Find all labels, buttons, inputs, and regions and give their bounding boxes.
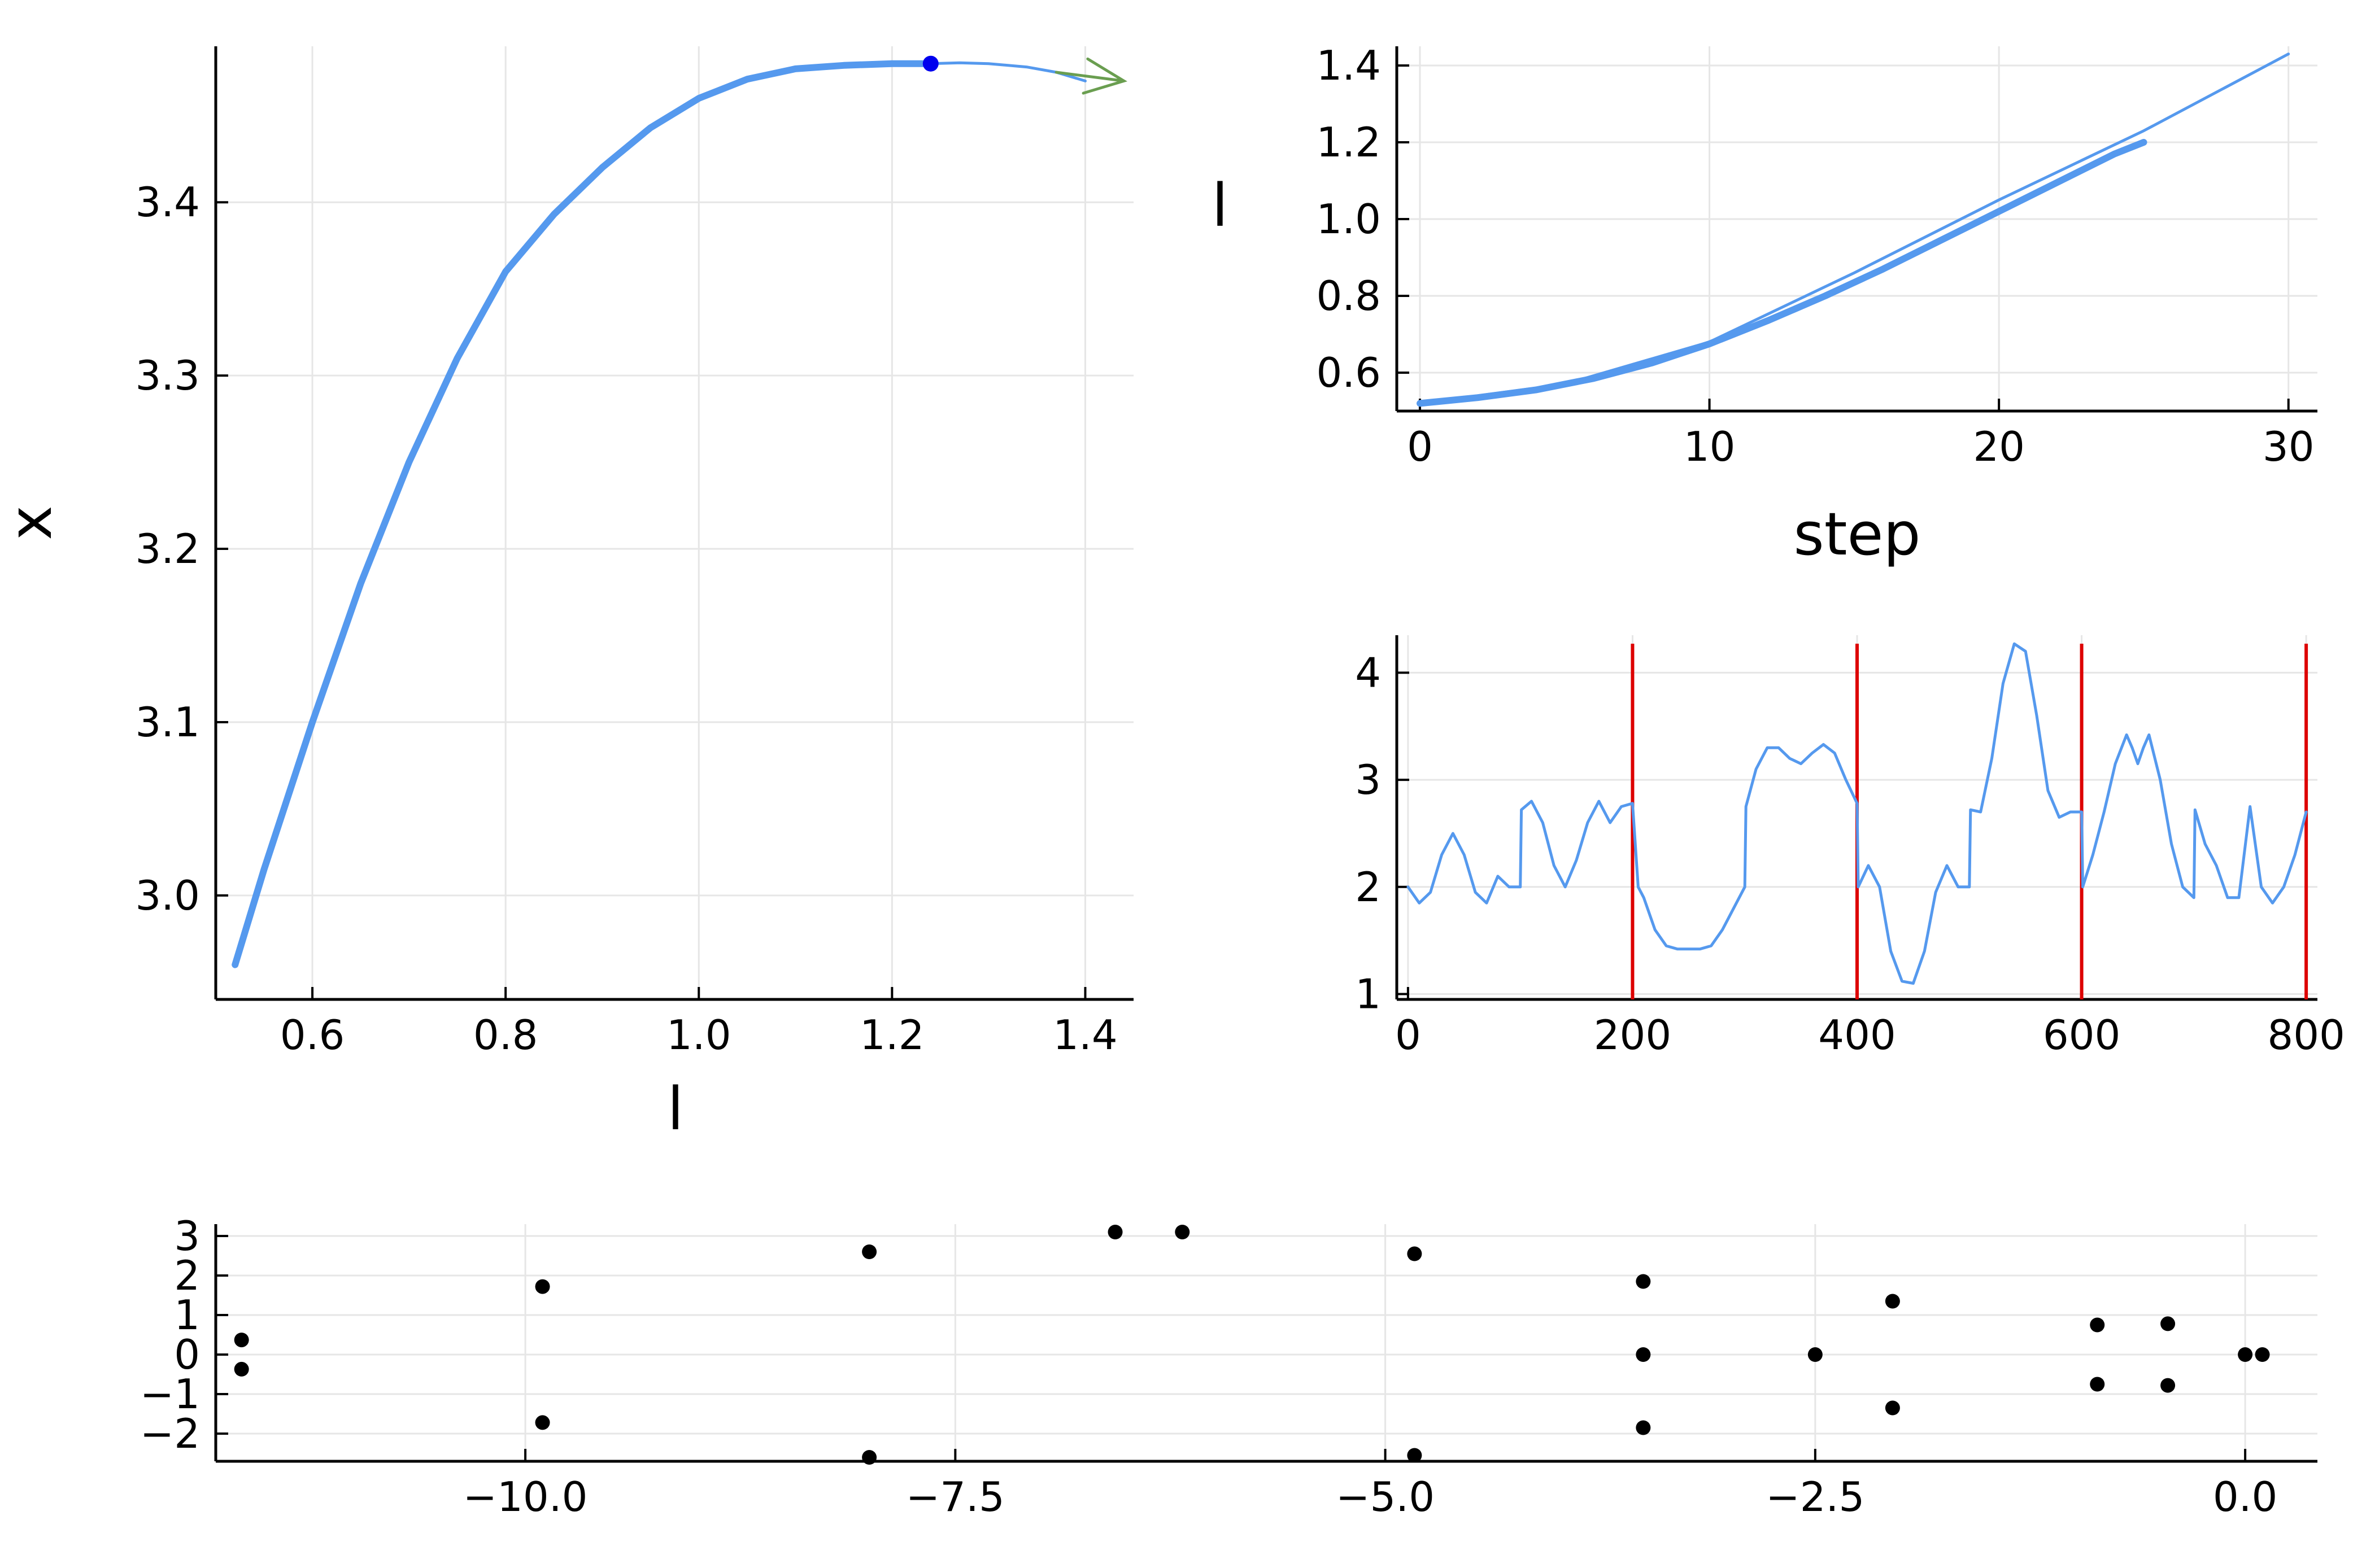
x-tick-label: 200 [1594,1011,1671,1059]
scatter-point [1108,1225,1123,1239]
y-tick-label: 0.6 [1316,349,1381,396]
y-tick-label: 3 [174,1212,200,1260]
y-tick-label: 0 [174,1331,200,1378]
y-tick-label: 0.8 [1316,272,1381,320]
series-line-thin [1406,642,2308,985]
y-tick-label: 1 [174,1291,200,1339]
x-tick-label: 1.4 [1053,1011,1118,1059]
scatter-point [1175,1225,1190,1239]
x-tick-label: −10.0 [463,1473,588,1521]
y-tick-label: 2 [174,1252,200,1299]
scatter-point [1636,1347,1651,1362]
scatter-point [1636,1274,1651,1289]
y-tick-label: 2 [1355,863,1381,911]
scatter-point [2255,1347,2270,1362]
series-line-thick [232,60,934,968]
series-line-thin [1418,53,2290,405]
x-tick-label: 400 [1818,1011,1896,1059]
x-tick-label: 0 [1395,1011,1421,1059]
scatter-point [2160,1378,2176,1393]
scatter-point [862,1244,877,1259]
scatter-point [1407,1246,1422,1261]
scatter-point [535,1415,550,1430]
panel-continuation-steps: 0 10 20 30 0.6 0.8 1.0 1.2 1.4 step l [1212,42,2317,569]
y-tick-label: −1 [140,1370,200,1418]
y-tick-label: 1.4 [1316,42,1381,89]
x-tick-label: −5.0 [1336,1473,1435,1521]
x-tick-label: 1.0 [666,1011,731,1059]
panel-bifurcation: 0.6 0.8 1.0 1.2 1.4 3.0 3.1 3.2 3.3 3.4 l x [0,46,1134,1143]
y-tick-label: 1.2 [1316,119,1381,166]
scatter-point [1407,1448,1422,1463]
y-tick-label: 3.1 [135,698,200,746]
scatter-point [1807,1347,1823,1362]
x-tick-label: 0.8 [473,1011,538,1059]
y-tick-label: 3.4 [135,178,200,226]
scatter-point [862,1450,877,1465]
scatter-point [2090,1377,2105,1392]
scatter-point [234,1361,249,1377]
scatter-point [2090,1317,2105,1333]
scatter-point [535,1279,550,1294]
scatter-point [1885,1294,1900,1309]
x-tick-label: 800 [2267,1011,2345,1059]
y-tick-label: 3.0 [135,872,200,919]
scatter-point [1885,1400,1900,1416]
y-tick-label: −2 [140,1410,200,1457]
scatter-point [2160,1316,2176,1331]
direction-arrow [1055,57,1127,95]
x-tick-label: 600 [2043,1011,2120,1059]
y-axis-title: l [1212,171,1228,240]
x-tick-label: 1.2 [860,1011,925,1059]
x-tick-label: 20 [1973,423,2025,470]
x-tick-label: 0.6 [280,1011,345,1059]
x-tick-label: −7.5 [906,1473,1005,1521]
x-tick-label: 0 [1407,423,1433,470]
y-tick-label: 3.3 [135,352,200,399]
y-axis-title: x [0,505,65,540]
x-axis-title: l [668,1075,684,1143]
x-tick-label: 10 [1684,423,1736,470]
scatter-point [1636,1420,1651,1435]
current-point-marker [922,55,939,72]
y-tick-label: 1.0 [1316,195,1381,243]
scatter-point [2238,1347,2253,1362]
y-tick-label: 3.2 [135,525,200,573]
y-tick-label: 1 [1355,971,1381,1018]
y-tick-label: 4 [1355,649,1381,696]
x-tick-label: 0.0 [2213,1473,2278,1521]
x-tick-label: −2.5 [1766,1473,1864,1521]
x-axis-title: step [1794,500,1921,569]
y-tick-label: 3 [1355,756,1381,803]
panel-solution-profile: 0 200 400 600 800 1 2 3 4 [1355,635,2345,1059]
scatter-point [234,1333,249,1348]
x-tick-label: 30 [2263,423,2315,470]
